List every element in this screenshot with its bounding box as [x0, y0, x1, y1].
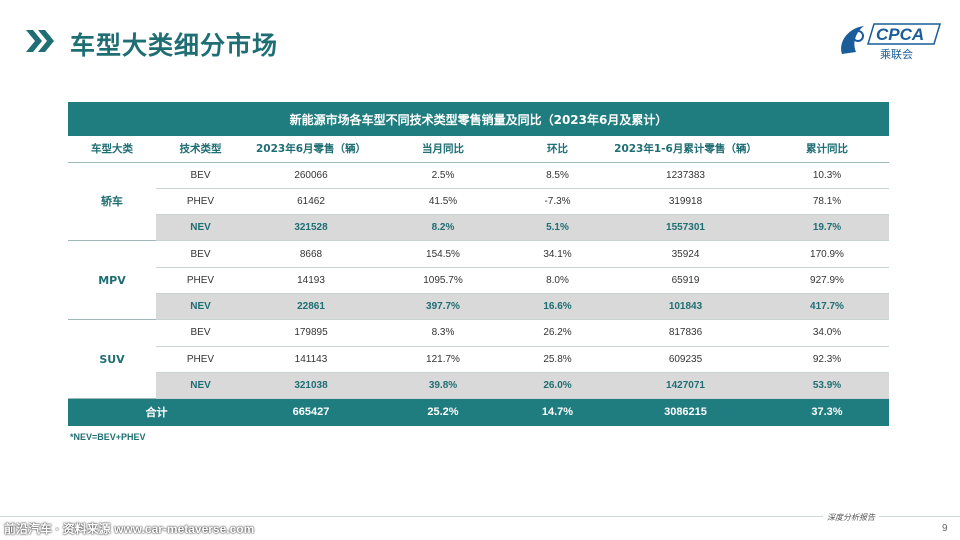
- category-cell: SUV: [68, 319, 156, 400]
- table-cell: 397.7%: [377, 293, 509, 321]
- table-cell: 417.7%: [765, 293, 889, 321]
- table-cell: 65919: [606, 267, 765, 294]
- table-cell: 321528: [245, 214, 377, 242]
- table-cell: 53.9%: [765, 372, 889, 400]
- table-row-nev: NEV 321528 8.2% 5.1% 1557301 19.7%: [68, 214, 889, 242]
- table-cell: 61462: [245, 188, 377, 216]
- table-cell: 92.3%: [765, 346, 889, 373]
- logo-subtext: 乘联会: [880, 48, 913, 61]
- table-cell: 260066: [245, 162, 377, 189]
- table-cell: 14193: [245, 267, 377, 294]
- page-title: 车型大类细分市场: [70, 31, 279, 60]
- table-cell: 179895: [245, 319, 377, 347]
- table-cell: 1237383: [606, 162, 765, 189]
- table-cell: NEV: [156, 214, 245, 242]
- table-cell: 817836: [606, 319, 765, 347]
- table-cell: 1427071: [606, 372, 765, 400]
- column-header: 车型大类: [68, 136, 156, 163]
- category-cell: 轿车: [68, 162, 156, 242]
- table-cell: 8.0%: [509, 267, 606, 294]
- table-cell: 1557301: [606, 214, 765, 242]
- table-cell: 321038: [245, 372, 377, 400]
- table-cell: 22861: [245, 293, 377, 321]
- cpca-logo: [841, 23, 942, 54]
- column-header: 2023年6月零售（辆）: [245, 136, 377, 163]
- column-header: 技术类型: [156, 136, 245, 163]
- watermark-text: 前沿汽车 · 资料来源 www.car-metaverse.com: [4, 522, 255, 536]
- column-header: 2023年1-6月累计零售（辆）: [606, 136, 765, 163]
- table-cell: 141143: [245, 346, 377, 373]
- table-cell: BEV: [156, 319, 245, 347]
- table-cell: 8.3%: [377, 319, 509, 347]
- table-cell: PHEV: [156, 188, 245, 216]
- table-cell: 34.1%: [509, 240, 606, 268]
- table-cell: 8.2%: [377, 214, 509, 242]
- table-row: 轿车 BEV 260066 2.5% 8.5% 1237383 10.3%: [68, 162, 889, 242]
- table-row-nev: NEV 22861 397.7% 16.6% 101843 417.7%: [68, 293, 889, 321]
- data-table: 车型大类 技术类型 2023年6月零售（辆） 当月同比 环比 2023年1-6月…: [68, 136, 889, 426]
- table-cell: 39.8%: [377, 372, 509, 400]
- table-header-row: 车型大类 技术类型 2023年6月零售（辆） 当月同比 环比 2023年1-6月…: [68, 136, 889, 163]
- table-cell: 927.9%: [765, 267, 889, 294]
- table-row: MPV BEV 8668 154.5% 34.1% 35924 170.9%: [68, 240, 889, 321]
- table-row: PHEV 141143 121.7% 25.8% 609235 92.3%: [68, 346, 889, 373]
- total-label: 合计: [68, 398, 245, 426]
- table-total-row: 合计 665427 25.2% 14.7% 3086215 37.3%: [68, 398, 889, 426]
- table-row: SUV BEV 179895 8.3% 26.2% 817836 34.0%: [68, 319, 889, 400]
- column-header: 当月同比: [377, 136, 509, 163]
- table-cell: 10.3%: [765, 162, 889, 189]
- column-header: 累计同比: [765, 136, 889, 163]
- table-cell: 35924: [606, 240, 765, 268]
- table-cell: 19.7%: [765, 214, 889, 242]
- table-row: PHEV 61462 41.5% -7.3% 319918 78.1%: [68, 188, 889, 216]
- table-cell: 8.5%: [509, 162, 606, 189]
- table-cell: 16.6%: [509, 293, 606, 321]
- table-cell: 170.9%: [765, 240, 889, 268]
- table-row: PHEV 14193 1095.7% 8.0% 65919 927.9%: [68, 267, 889, 294]
- table-cell: 2.5%: [377, 162, 509, 189]
- table-cell: 101843: [606, 293, 765, 321]
- table-row-nev: NEV 321038 39.8% 26.0% 1427071 53.9%: [68, 372, 889, 400]
- table-cell: 609235: [606, 346, 765, 373]
- table-cell: BEV: [156, 240, 245, 268]
- table-cell: PHEV: [156, 267, 245, 294]
- sales-table: 新能源市场各车型不同技术类型零售销量及同比（2023年6月及累计） 车型大类 技…: [68, 102, 889, 426]
- footnote: *NEV=BEV+PHEV: [70, 432, 146, 442]
- page-number: 9: [942, 523, 948, 534]
- table-cell: 8668: [245, 240, 377, 268]
- table-cell: 34.0%: [765, 319, 889, 347]
- table-cell: 154.5%: [377, 240, 509, 268]
- table-cell: 37.3%: [765, 398, 889, 426]
- table-cell: 1095.7%: [377, 267, 509, 294]
- table-cell: 41.5%: [377, 188, 509, 216]
- category-cell: MPV: [68, 240, 156, 321]
- table-cell: BEV: [156, 162, 245, 189]
- table-cell: 14.7%: [509, 398, 606, 426]
- logo-text: CPCA: [876, 25, 925, 44]
- footer-divider: [0, 516, 960, 517]
- column-header: 环比: [509, 136, 606, 163]
- table-cell: PHEV: [156, 346, 245, 373]
- table-cell: NEV: [156, 372, 245, 400]
- table-cell: 78.1%: [765, 188, 889, 216]
- table-cell: 3086215: [606, 398, 765, 426]
- footer-brand: 深度分析报告: [823, 512, 879, 523]
- table-cell: 5.1%: [509, 214, 606, 242]
- table-cell: 25.8%: [509, 346, 606, 373]
- table-cell: 665427: [245, 398, 377, 426]
- table-caption: 新能源市场各车型不同技术类型零售销量及同比（2023年6月及累计）: [68, 102, 889, 136]
- table-cell: -7.3%: [509, 188, 606, 216]
- table-cell: 25.2%: [377, 398, 509, 426]
- table-cell: NEV: [156, 293, 245, 321]
- chevron-right-icon: [26, 30, 54, 52]
- table-cell: 121.7%: [377, 346, 509, 373]
- table-cell: 26.0%: [509, 372, 606, 400]
- table-cell: 26.2%: [509, 319, 606, 347]
- table-cell: 319918: [606, 188, 765, 216]
